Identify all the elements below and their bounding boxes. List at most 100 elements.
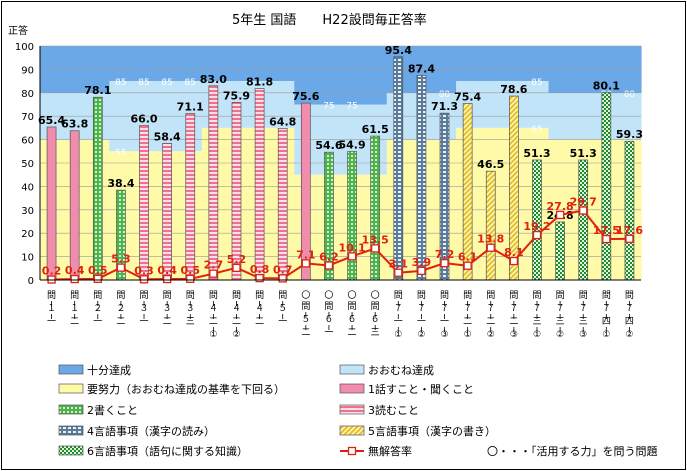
band-juubun <box>456 46 480 82</box>
x-tick-label: ② <box>417 330 425 340</box>
bar-value-label: 63.8 <box>61 118 88 131</box>
mukaito-value-label: 6.2 <box>319 250 339 263</box>
mukaito-point <box>301 259 310 268</box>
bar <box>185 113 196 281</box>
band-juubun <box>178 46 203 82</box>
bar-value-label: 46.5 <box>477 158 504 171</box>
x-tick-label: ３ <box>186 304 195 314</box>
x-tick-label: 問 <box>93 290 102 301</box>
x-tick-label: ７ <box>463 304 472 314</box>
mukaito-point <box>509 256 519 266</box>
band-juubun <box>224 46 249 82</box>
bar <box>370 135 381 281</box>
bar-value-label: 51.3 <box>570 147 597 160</box>
mukaito-value-label: 19.2 <box>523 220 550 233</box>
mukaito-value-label: 17.5 <box>593 224 620 237</box>
mukaito-value-label: 5.3 <box>111 253 131 266</box>
legend-swatch <box>58 383 84 394</box>
x-tick-label: 二 <box>232 317 241 327</box>
x-tick-label: 問 <box>579 290 588 301</box>
legend-swatch <box>58 425 84 436</box>
mukaito-value-label: 7.2 <box>435 248 455 261</box>
mukaito-value-label: 0.4 <box>65 264 85 277</box>
mukaito-point <box>255 273 264 283</box>
mukaito-point <box>232 263 241 272</box>
x-tick-label: ３ <box>140 304 149 314</box>
x-tick-label: 三 <box>186 317 195 327</box>
x-tick-label: ① <box>464 330 472 340</box>
y-tick-label: 10 <box>21 253 34 264</box>
band-label: 85 <box>115 78 126 88</box>
band-oomune <box>525 81 550 128</box>
band-juubun <box>479 46 503 82</box>
band-label: 80 <box>624 90 636 100</box>
x-tick-label: ７ <box>532 304 541 314</box>
bar-value-label: 95.4 <box>385 44 412 57</box>
bar <box>69 130 80 281</box>
x-tick-label: 問 <box>486 290 495 301</box>
x-tick-label: 三 <box>579 317 588 327</box>
mukaito-value-label: 10.1 <box>338 241 365 254</box>
bar-value-label: 81.8 <box>246 76 273 89</box>
legend-swatch <box>339 404 365 415</box>
legend-label: 4言語事項（漢字の読み） <box>87 424 215 438</box>
y-tick-label: 70 <box>21 112 34 123</box>
legend-label: 6言語事項（語句に関する知識） <box>87 444 248 458</box>
x-tick-label: ７ <box>602 304 611 314</box>
x-tick-label: ７ <box>579 304 588 314</box>
y-tick-label: 0 <box>28 276 34 287</box>
x-tick-label: ５ <box>278 304 287 314</box>
mukaito-value-label: 3.1 <box>389 258 409 271</box>
mukaito-point <box>602 234 611 244</box>
legend-line-marker <box>347 446 357 456</box>
bar-value-label: 54.9 <box>338 139 365 152</box>
x-tick-label: ① <box>602 330 610 340</box>
x-tick-label: 一 <box>324 328 333 338</box>
x-tick-label: 問 <box>70 290 79 301</box>
mukaito-value-label: 17.6 <box>616 224 643 237</box>
x-tick-label: 一 <box>417 317 426 327</box>
x-tick-label: 問 <box>163 290 172 301</box>
x-tick-label: 問 <box>625 290 634 301</box>
band-juubun <box>294 46 318 105</box>
band-label: 85 <box>138 78 149 88</box>
x-tick-label: ① <box>394 330 402 340</box>
x-tick-label: 四 <box>625 317 634 327</box>
x-tick-label: ６ <box>371 315 380 325</box>
x-tick-label: 問 <box>186 290 195 301</box>
legend-label: 無解答率 <box>368 444 412 458</box>
legend-swatch <box>58 364 84 375</box>
band-juubun <box>317 46 342 105</box>
bar <box>92 96 103 281</box>
x-tick-label: 三 <box>371 328 380 338</box>
x-tick-label: ② <box>487 330 495 340</box>
mukaito-point <box>463 261 472 270</box>
bar-value-label: 78.1 <box>84 84 111 97</box>
x-tick-label: 二 <box>255 317 264 327</box>
x-tick-label: ７ <box>394 304 403 314</box>
x-tick-label: 一 <box>93 317 102 327</box>
x-tick-label: 二 <box>301 328 310 338</box>
legend-label: おおむね達成 <box>368 364 434 377</box>
x-tick-label: 三 <box>556 317 565 327</box>
mukaito-value-label: 13.5 <box>362 233 389 246</box>
mukaito-value-label: 0.3 <box>134 264 154 277</box>
y-tick-label: 40 <box>21 182 34 193</box>
band-label: 80 <box>439 90 451 100</box>
mukaito-value-label: 13.8 <box>477 233 504 246</box>
x-tick-label: 問 <box>209 290 218 301</box>
bar <box>601 92 612 281</box>
legend-swatch <box>58 445 84 456</box>
x-tick-label: ② <box>625 330 633 340</box>
x-tick-label: 一 <box>47 317 56 327</box>
band-juubun <box>109 46 134 82</box>
mukaito-point <box>532 230 542 240</box>
bar-value-label: 58.4 <box>154 130 181 143</box>
x-tick-label: 二 <box>163 317 172 327</box>
mukaito-point <box>555 210 565 220</box>
y-tick-label: 50 <box>21 159 34 170</box>
mukaito-point <box>93 274 102 283</box>
mukaito-point <box>394 268 403 277</box>
mukaito-point <box>186 274 195 283</box>
